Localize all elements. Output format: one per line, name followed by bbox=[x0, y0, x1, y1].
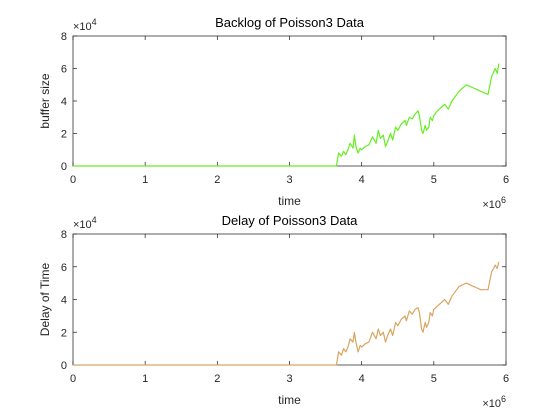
x-exponent-label: ×106 bbox=[482, 195, 506, 211]
x-exponent-label: ×106 bbox=[482, 394, 506, 410]
x-tick-label: 0 bbox=[70, 373, 76, 385]
y-tick-label: 2 bbox=[61, 129, 67, 141]
x-exponent: 6 bbox=[501, 195, 506, 205]
series-line-1 bbox=[73, 261, 500, 366]
x-axis-label: time bbox=[278, 194, 301, 208]
x-tick-label: 3 bbox=[286, 174, 292, 186]
x-exponent: 6 bbox=[501, 394, 506, 404]
y-exponent-label: ×104 bbox=[73, 215, 97, 231]
y-tick-label: 8 bbox=[61, 229, 67, 241]
plot-area bbox=[72, 35, 507, 167]
x-tick-label: 6 bbox=[503, 174, 509, 186]
x-tick-label: 0 bbox=[70, 174, 76, 186]
x-axis-label: time bbox=[278, 393, 301, 407]
x-tick-label: 5 bbox=[431, 174, 437, 186]
x-tick-label: 6 bbox=[503, 373, 509, 385]
y-tick-label: 6 bbox=[61, 262, 67, 274]
x-multiplier: ×10 bbox=[482, 199, 501, 211]
x-tick-label: 2 bbox=[214, 174, 220, 186]
chart-title: Delay of Poisson3 Data bbox=[222, 213, 359, 228]
y-tick-label: 0 bbox=[61, 161, 67, 173]
x-tick-label: 1 bbox=[142, 174, 148, 186]
x-multiplier: ×10 bbox=[482, 398, 501, 410]
x-tick-label: 5 bbox=[431, 373, 437, 385]
x-tick-label: 2 bbox=[214, 373, 220, 385]
y-tick-label: 6 bbox=[61, 64, 67, 76]
x-tick-label: 1 bbox=[142, 373, 148, 385]
y-exponent: 4 bbox=[92, 17, 97, 27]
y-multiplier: ×10 bbox=[73, 219, 92, 231]
plot-area bbox=[72, 233, 507, 366]
y-axis-label: buffer size bbox=[38, 73, 52, 128]
y-axis-label: Delay of Time bbox=[38, 262, 52, 336]
y-multiplier: ×10 bbox=[73, 21, 92, 33]
y-exponent-label: ×104 bbox=[73, 17, 97, 33]
x-tick-label: 4 bbox=[359, 373, 365, 385]
y-tick-label: 4 bbox=[61, 96, 67, 108]
y-exponent: 4 bbox=[92, 215, 97, 225]
y-tick-label: 2 bbox=[61, 327, 67, 339]
x-tick-label: 4 bbox=[359, 174, 365, 186]
y-tick-label: 4 bbox=[61, 295, 67, 307]
y-tick-label: 0 bbox=[61, 360, 67, 372]
chart-title: Backlog of Poisson3 Data bbox=[215, 15, 365, 30]
x-tick-label: 3 bbox=[286, 373, 292, 385]
series-line-1 bbox=[73, 63, 500, 167]
y-tick-label: 8 bbox=[61, 31, 67, 43]
